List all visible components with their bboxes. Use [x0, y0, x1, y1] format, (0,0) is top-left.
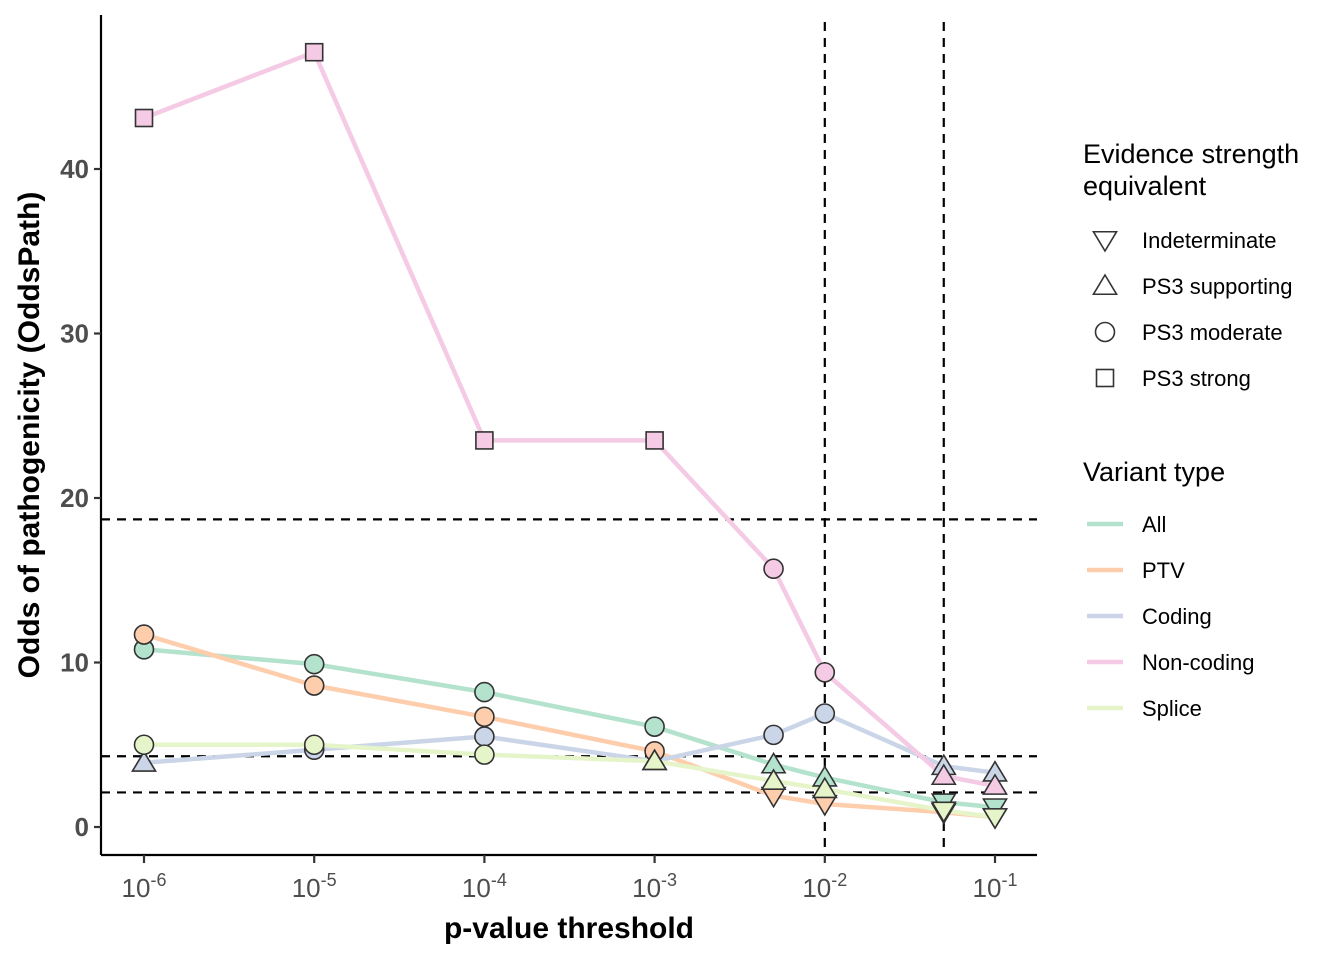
series-line-non-coding [141, 49, 998, 789]
legend-key-circle [1094, 321, 1116, 343]
color-legend-label: Splice [1142, 696, 1202, 721]
data-point-splice-6 [811, 776, 838, 799]
data-point-splice-5 [760, 768, 787, 790]
x-tick-label: 10-6 [122, 870, 167, 903]
x-tick-label: 10-1 [973, 870, 1018, 903]
data-point-ptv-2 [303, 675, 325, 696]
data-point-splice-7 [930, 801, 957, 824]
shape-legend: Evidence strength equivalent Indetermina… [1083, 139, 1299, 391]
data-point-coding-1 [131, 750, 157, 772]
data-point-splice-3 [474, 744, 495, 765]
color-legend-label: Non-coding [1142, 650, 1255, 675]
series-line-ptv [141, 632, 998, 820]
shape-legend-label: Indeterminate [1142, 228, 1277, 253]
data-point-non-coding-1 [134, 108, 154, 128]
y-tick-label: 20 [60, 483, 89, 513]
data-point-splice-8 [982, 808, 1008, 830]
y-axis-title: Odds of pathogenicity (OddsPath) [13, 192, 46, 679]
x-tick-label: 10-5 [292, 870, 337, 903]
data-point-all-3 [474, 681, 495, 703]
data-point-splice-4 [641, 748, 668, 771]
legend-key-triangle-up [1092, 273, 1118, 296]
data-point-non-coding-6 [814, 662, 836, 683]
data-point-non-coding-7 [930, 763, 957, 786]
data-point-non-coding-2 [304, 42, 324, 62]
data-point-non-coding-8 [982, 773, 1008, 795]
series-lines [141, 49, 998, 820]
y-tick-label: 40 [60, 154, 89, 184]
data-point-all-2 [303, 653, 325, 675]
data-point-ptv-3 [474, 706, 495, 728]
y-tick-label: 30 [60, 319, 89, 349]
shape-legend-label: PS3 strong [1142, 366, 1251, 391]
legend-key-square [1095, 368, 1115, 388]
x-ticks: 10-6 10-5 10-4 10-3 10-2 10-1 [122, 855, 1018, 903]
color-legend-label: All [1142, 512, 1166, 537]
color-legend-label: Coding [1142, 604, 1212, 629]
x-tick-label: 10-3 [632, 870, 677, 903]
color-legend-title: Variant type [1083, 457, 1225, 487]
color-legend-label: PTV [1142, 558, 1185, 583]
legend-key-triangle-down [1092, 230, 1118, 253]
x-axis-title: p-value threshold [444, 912, 694, 945]
data-point-coding-6 [814, 703, 836, 724]
data-point-splice-1 [133, 734, 155, 756]
y-tick-label: 0 [75, 812, 89, 842]
series-line-all [141, 647, 998, 810]
data-point-non-coding-5 [763, 558, 784, 580]
shape-legend-title-line2: equivalent [1083, 171, 1207, 201]
series-line-splice [141, 742, 998, 820]
y-ticks: 0 10 20 30 40 [60, 154, 101, 842]
x-tick-label: 10-2 [802, 870, 847, 903]
data-point-coding-5 [763, 724, 784, 746]
shape-legend-label: PS3 supporting [1142, 274, 1292, 299]
data-point-all-4 [644, 716, 665, 737]
shape-legend-title: Evidence strength [1083, 139, 1299, 169]
y-tick-label: 10 [60, 648, 89, 678]
color-legend: Variant type All PTV Coding Non-coding Splic… [1083, 457, 1255, 721]
data-point-non-coding-4 [645, 431, 664, 450]
x-tick-label: 10-4 [462, 870, 507, 903]
shape-legend-label: PS3 moderate [1142, 320, 1283, 345]
data-point-ptv-1 [133, 624, 155, 645]
data-point-coding-3 [474, 726, 495, 747]
data-point-non-coding-3 [475, 431, 494, 450]
axes [99, 15, 1037, 857]
data-point-splice-2 [303, 734, 325, 756]
series-points [131, 42, 1008, 830]
